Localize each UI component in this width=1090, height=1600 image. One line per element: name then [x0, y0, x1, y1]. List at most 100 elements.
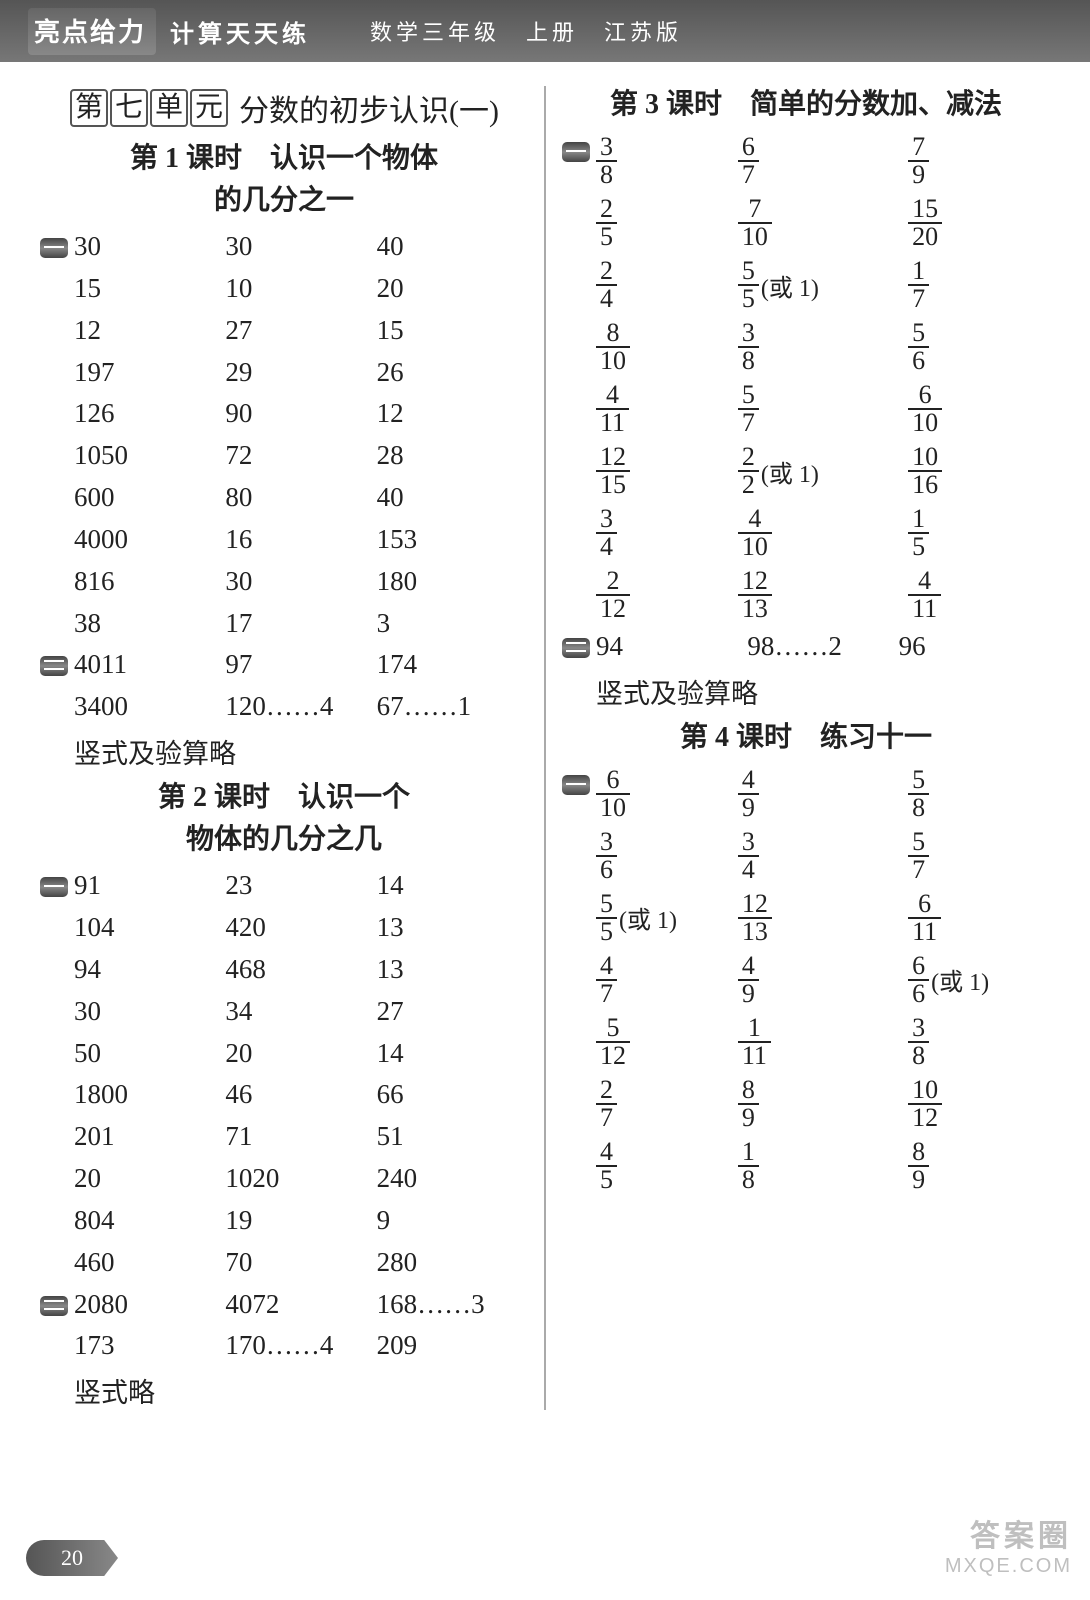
section-7: 610495836345755(或 1)1213611474966(或 1)51…: [562, 763, 1050, 1197]
answer-row: 401197174: [74, 644, 528, 686]
fraction: 1213: [738, 891, 772, 945]
answer-cell: 512: [596, 1011, 738, 1073]
answer-cell: 1012: [908, 1073, 1050, 1135]
answer-cell: 209: [377, 1325, 528, 1367]
answer-cell: 16: [225, 519, 376, 561]
fraction: 79: [908, 134, 929, 188]
section-4: 20804072168……3173170……4209: [40, 1284, 528, 1368]
fraction: 410: [738, 506, 772, 560]
answer-cell: 49: [738, 949, 908, 1011]
answer-row: 2455(或 1)17: [596, 254, 1050, 316]
section-icon-1d: [562, 775, 590, 795]
answer-cell: 55(或 1): [738, 254, 908, 316]
answer-row: 303040: [74, 226, 528, 268]
fraction: 57: [738, 382, 759, 436]
series: 计算天天练: [170, 14, 310, 49]
answer-cell: 810: [596, 316, 738, 378]
answer-cell: 34: [225, 991, 376, 1033]
answer-cell: 20: [377, 268, 528, 310]
fraction: 38: [908, 1015, 929, 1069]
lesson-1-line1: 第 1 课时 认识一个物体: [130, 143, 438, 174]
fraction: 38: [738, 320, 759, 374]
section-2: 4011971743400120……467……1: [40, 644, 528, 728]
answer-cell: 17: [225, 603, 376, 645]
answer-row: 1269012: [74, 393, 528, 435]
answer-cell: 1800: [74, 1074, 225, 1116]
answer-row: 51211138: [596, 1011, 1050, 1073]
or-text: (或 1): [931, 962, 989, 997]
answer-row: 10442013: [74, 907, 528, 949]
answer-cell: 600: [74, 477, 225, 519]
answer-row: 81630180: [74, 561, 528, 603]
answer-cell: 28: [377, 435, 528, 477]
answer-cell: 197: [74, 352, 225, 394]
fraction: 55: [738, 258, 759, 312]
lesson-1-title: 第 1 课时 认识一个物体 的几分之一: [40, 138, 528, 222]
answer-cell: 47: [596, 949, 738, 1011]
fraction: 67: [738, 134, 759, 188]
answer-cell: 173: [74, 1325, 225, 1367]
answer-cell: 30: [74, 226, 225, 268]
answer-cell: 1016: [908, 440, 1050, 502]
answer-cell: 1213: [738, 887, 908, 949]
top-banner: 亮点给力 计算天天练 数学三年级 上册 江苏版: [0, 0, 1090, 62]
fraction: 1215: [596, 444, 630, 498]
answer-cell: 51: [377, 1116, 528, 1158]
watermark: 答案圈 MXQE.COM: [945, 1511, 1072, 1578]
fraction: 1012: [908, 1077, 942, 1131]
answer-cell: 40: [377, 477, 528, 519]
answer-cell: 67: [738, 130, 908, 192]
answer-cell: 1215: [596, 440, 738, 502]
fraction: 49: [738, 953, 759, 1007]
answer-cell: 71: [225, 1116, 376, 1158]
right-column: 第 3 课时 简单的分数加、减法 3867792571015202455(或 1…: [550, 80, 1062, 1410]
answer-cell: 104: [74, 907, 225, 949]
answer-cell: 13: [377, 949, 528, 991]
answer-row: 3441015: [596, 502, 1050, 564]
answer-cell: 411: [908, 564, 1050, 626]
watermark-line1: 答案圈: [945, 1511, 1072, 1555]
unit-box-char: 七: [110, 89, 148, 127]
answer-cell: 12: [377, 393, 528, 435]
answer-cell: 168……3: [377, 1284, 528, 1326]
answer-cell: 17: [908, 254, 1050, 316]
answer-cell: 804: [74, 1200, 225, 1242]
answer-cell: 30: [225, 226, 376, 268]
unit-boxes: 第七单元: [69, 89, 229, 127]
answer-cell: 29: [225, 352, 376, 394]
section-1-grid: 3030401510201227151972926126901210507228…: [40, 226, 528, 644]
answer-cell: 26: [377, 352, 528, 394]
answer-cell: 126: [74, 393, 225, 435]
lesson-4-title: 第 4 课时 练习十一: [562, 717, 1050, 759]
watermark-line2: MXQE.COM: [945, 1555, 1072, 1578]
answer-cell: 611: [908, 887, 1050, 949]
answer-row: 257101520: [596, 192, 1050, 254]
answer-row: 2121213411: [596, 564, 1050, 626]
fraction: 34: [738, 829, 759, 883]
answer-cell: 1520: [908, 192, 1050, 254]
fraction: 611: [908, 891, 941, 945]
answer-cell: 10: [225, 268, 376, 310]
fraction: 89: [908, 1139, 929, 1193]
or-text: (或 1): [619, 900, 677, 935]
answer-cell: 610: [908, 378, 1050, 440]
fraction: 66: [908, 953, 929, 1007]
answer-cell: 66(或 1): [908, 949, 1050, 1011]
lesson-2-line2: 物体的几分之几: [40, 819, 528, 861]
answer-cell: 22(或 1): [738, 440, 908, 502]
section-icon-1b: [40, 877, 68, 897]
answer-row: 201020240: [74, 1158, 528, 1200]
answer-cell: 40: [377, 226, 528, 268]
answer-row: 502014: [74, 1033, 528, 1075]
or-text: (或 1): [761, 454, 819, 489]
fraction: 55: [596, 891, 617, 945]
answer-row: 122715: [74, 310, 528, 352]
answer-row: 303427: [74, 991, 528, 1033]
answer-cell: 25: [596, 192, 738, 254]
fraction: 810: [596, 320, 630, 374]
answer-cell: 89: [908, 1135, 1050, 1197]
page-number: 20: [26, 1540, 118, 1576]
answer-cell: 1020: [225, 1158, 376, 1200]
section-6-note: 竖式及验算略: [562, 672, 1050, 711]
answer-row: 3400120……467……1: [74, 686, 528, 728]
